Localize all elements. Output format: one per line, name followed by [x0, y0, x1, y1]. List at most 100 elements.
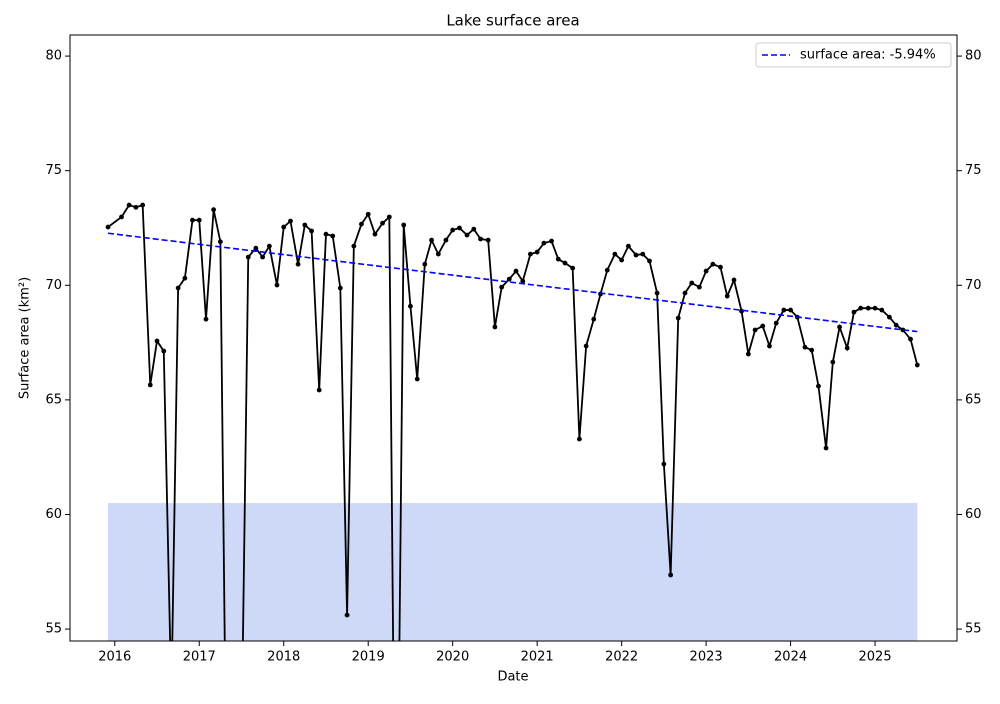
data-point — [309, 228, 315, 234]
data-point — [816, 383, 821, 389]
data-point — [147, 382, 153, 388]
y-tick-label: 60 — [45, 507, 62, 522]
data-point — [752, 327, 758, 333]
data-point — [858, 305, 864, 311]
data-point — [401, 222, 407, 228]
data-point — [604, 267, 610, 273]
data-point — [161, 348, 167, 354]
data-point — [788, 307, 793, 313]
x-tick-label: 2021 — [521, 650, 554, 665]
data-point — [429, 237, 434, 243]
x-tick-label: 2023 — [690, 650, 723, 665]
y-tick-label-right: 65 — [965, 392, 982, 407]
data-point — [851, 309, 857, 315]
data-point — [562, 260, 568, 266]
data-point — [541, 240, 547, 246]
data-point — [281, 224, 287, 230]
data-point — [534, 249, 540, 255]
data-point — [527, 251, 533, 257]
data-point — [506, 276, 512, 282]
data-point — [211, 207, 217, 213]
data-point — [422, 261, 428, 267]
data-point — [435, 251, 441, 257]
data-point — [408, 303, 413, 309]
data-point — [908, 336, 913, 342]
data-point — [640, 251, 646, 257]
data-point — [274, 282, 280, 288]
data-point — [570, 265, 576, 271]
data-point — [288, 218, 293, 224]
data-point — [266, 243, 272, 249]
y-tick-label: 70 — [45, 278, 62, 293]
x-tick-label: 2016 — [98, 650, 131, 665]
data-point — [703, 268, 709, 274]
data-point — [661, 461, 667, 467]
data-point — [380, 220, 385, 226]
data-point — [872, 305, 878, 311]
legend-box — [755, 42, 952, 68]
data-point — [295, 261, 301, 267]
data-point — [359, 221, 364, 227]
data-point — [351, 243, 357, 249]
y-tick-label: 75 — [45, 163, 62, 178]
data-point — [612, 251, 618, 257]
data-point — [710, 261, 716, 267]
data-point — [654, 290, 660, 296]
data-point — [555, 256, 561, 262]
data-point — [718, 264, 723, 270]
data-point — [450, 227, 456, 233]
plot-frame — [69, 34, 958, 642]
data-point — [893, 322, 899, 328]
data-point — [844, 345, 850, 351]
y-tick-label-right: 70 — [965, 278, 982, 293]
data-point — [337, 285, 343, 291]
y-tick-label-right: 55 — [965, 622, 982, 637]
data-point — [386, 214, 392, 220]
data-point — [675, 315, 681, 321]
data-point — [724, 293, 730, 299]
data-point — [414, 376, 420, 382]
data-point — [182, 275, 188, 281]
data-point — [196, 217, 202, 223]
data-point — [140, 202, 146, 208]
shaded-band — [108, 503, 918, 641]
data-point — [365, 211, 371, 217]
data-point — [760, 323, 766, 329]
y-tick-label: 55 — [45, 622, 62, 637]
data-point — [619, 257, 625, 263]
data-point — [330, 233, 336, 239]
data-point — [767, 343, 772, 349]
data-point — [119, 214, 124, 220]
data-point — [260, 254, 266, 260]
x-tick-label: 2018 — [267, 650, 300, 665]
chart-title: Lake surface area — [446, 12, 579, 30]
data-point — [154, 338, 160, 344]
data-point — [478, 236, 483, 242]
data-point — [865, 305, 871, 311]
x-tick-label: 2020 — [436, 650, 469, 665]
y-axis-label: Surface area (km²) — [18, 277, 33, 399]
x-tick-label: 2025 — [859, 650, 892, 665]
y-tick-label-right: 60 — [965, 507, 982, 522]
data-point — [217, 239, 223, 245]
data-point — [549, 238, 554, 244]
data-point — [576, 436, 582, 442]
data-point — [323, 231, 329, 237]
data-point — [499, 284, 505, 290]
data-point — [837, 324, 842, 330]
data-point — [668, 572, 674, 578]
x-tick-label: 2017 — [183, 650, 216, 665]
data-point — [133, 204, 139, 210]
data-point — [203, 316, 209, 322]
data-point — [809, 347, 815, 353]
data-point — [887, 314, 892, 320]
data-point — [520, 278, 526, 284]
data-point — [245, 254, 251, 260]
plot-area — [105, 202, 920, 700]
y-tick-label: 65 — [45, 392, 62, 407]
data-point — [169, 695, 174, 700]
data-point — [682, 290, 688, 296]
x-tick-label: 2022 — [605, 650, 638, 665]
data-point — [647, 258, 652, 264]
